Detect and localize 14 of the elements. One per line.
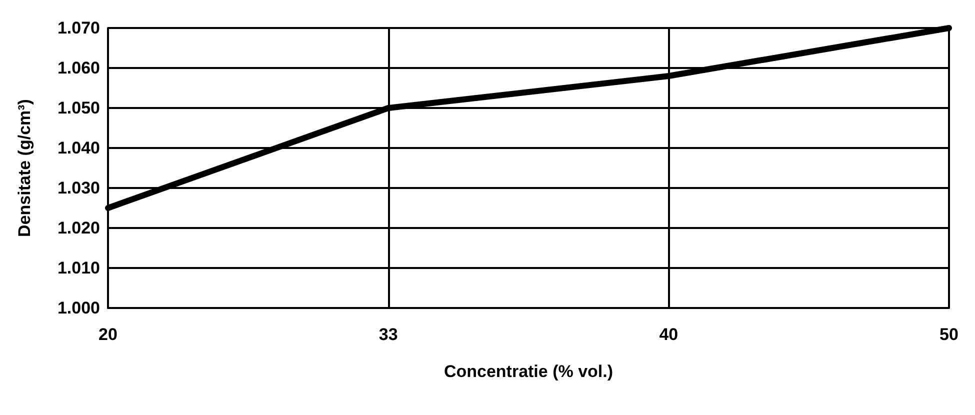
x-tick-label: 20 [98,325,118,344]
x-axis-title: Concentratie (% vol.) [444,362,614,381]
y-tick-label: 1.000 [57,298,100,318]
y-tick-label: 1.040 [57,138,100,158]
x-tick-label: 33 [378,325,398,344]
y-tick-label: 1.070 [57,18,100,38]
x-tick-label: 50 [940,325,958,344]
y-tick-label: 1.030 [57,178,100,198]
y-tick-label: 1.010 [57,258,100,278]
x-tick-label: 40 [659,325,678,344]
y-tick-label: 1.020 [57,218,100,238]
y-tick-label: 1.050 [57,98,100,118]
y-axis-title: Densitate (g/cm³) [15,99,34,237]
y-tick-label: 1.060 [57,58,100,78]
